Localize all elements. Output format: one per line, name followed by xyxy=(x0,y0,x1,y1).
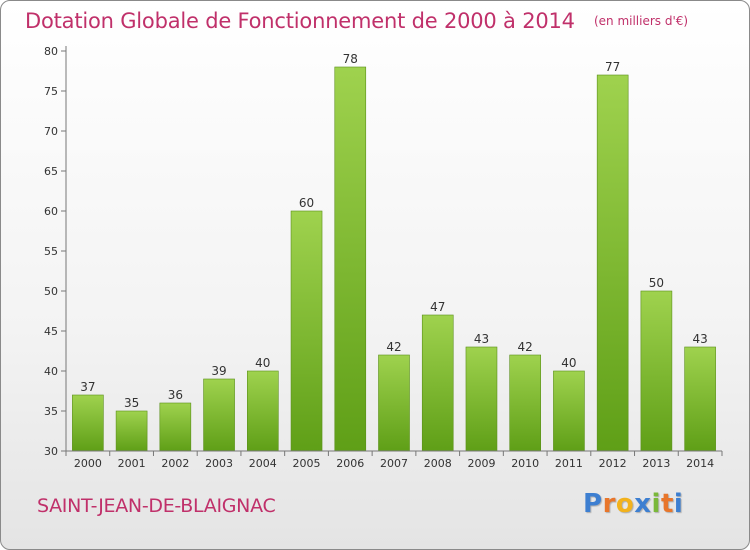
x-tick-label-2009: 2009 xyxy=(467,457,495,470)
data-label-2009: 43 xyxy=(474,332,489,346)
data-label-2014: 43 xyxy=(692,332,707,346)
data-label-2004: 40 xyxy=(255,356,270,370)
y-tick-label-80: 80 xyxy=(44,45,58,58)
x-tick-label-2002: 2002 xyxy=(161,457,189,470)
data-label-2000: 37 xyxy=(80,380,95,394)
title-row: Dotation Globale de Fonctionnement de 20… xyxy=(25,9,688,33)
x-tick-label-2007: 2007 xyxy=(380,457,408,470)
logo-letter: i xyxy=(651,489,661,519)
chart-title: Dotation Globale de Fonctionnement de 20… xyxy=(25,9,575,33)
logo-letter: r xyxy=(602,489,616,519)
bar-2014 xyxy=(684,346,716,452)
bar-2011 xyxy=(553,370,585,452)
bar-2010 xyxy=(509,354,542,452)
y-tick-label-40: 40 xyxy=(44,365,58,378)
data-label-2008: 47 xyxy=(430,300,445,314)
y-tick-label-75: 75 xyxy=(44,85,58,98)
data-label-2011: 40 xyxy=(561,356,576,370)
logo-letter: i xyxy=(673,489,684,519)
chart-subtitle: (en milliers d'€) xyxy=(593,14,689,28)
y-tick-label-65: 65 xyxy=(44,165,58,178)
bar-2002 xyxy=(159,402,192,452)
y-tick-label-70: 70 xyxy=(44,125,58,138)
logo-letter: x xyxy=(634,489,652,519)
proxiti-logo: Proxiti xyxy=(583,489,683,519)
data-label-2013: 50 xyxy=(649,276,664,290)
data-label-2001: 35 xyxy=(124,396,139,410)
bars-group: 37 35 36 39 40 60 78 42 47 43 42 40 77 50 43 xyxy=(72,52,716,452)
x-tick-label-2011: 2011 xyxy=(555,457,583,470)
bar-2013 xyxy=(640,290,673,452)
y-tick-label-30: 30 xyxy=(44,445,58,458)
x-tick-label-2010: 2010 xyxy=(511,457,539,470)
x-tick-label-2003: 2003 xyxy=(205,457,233,470)
bar-2005 xyxy=(290,210,323,452)
y-tick-label-35: 35 xyxy=(44,405,58,418)
x-tick-label-2012: 2012 xyxy=(599,457,627,470)
bar-2000 xyxy=(72,394,104,452)
x-tick-label-2014: 2014 xyxy=(686,457,714,470)
data-label-2006: 78 xyxy=(343,52,358,66)
data-label-2003: 39 xyxy=(211,364,226,378)
x-tick-label-2006: 2006 xyxy=(336,457,364,470)
data-label-2007: 42 xyxy=(386,340,401,354)
x-tick-label-2001: 2001 xyxy=(118,457,146,470)
y-tick-label-55: 55 xyxy=(44,245,58,258)
commune-name: SAINT-JEAN-DE-BLAIGNAC xyxy=(37,495,276,517)
bar-2001 xyxy=(115,410,148,452)
bar-2004 xyxy=(247,370,279,452)
x-tick-label-2000: 2000 xyxy=(74,457,102,470)
logo-letter: t xyxy=(660,489,674,519)
y-tick-label-50: 50 xyxy=(44,285,58,298)
y-tick-label-60: 60 xyxy=(44,205,58,218)
data-label-2010: 42 xyxy=(518,340,533,354)
x-tick-label-2013: 2013 xyxy=(642,457,670,470)
data-label-2012: 77 xyxy=(605,60,620,74)
bar-2003 xyxy=(203,378,235,452)
y-tick-label-45: 45 xyxy=(44,325,58,338)
x-tick-label-2004: 2004 xyxy=(249,457,277,470)
bar-2008 xyxy=(421,314,454,452)
x-tick-label-2005: 2005 xyxy=(293,457,321,470)
bar-2006 xyxy=(334,66,367,452)
data-label-2002: 36 xyxy=(168,388,183,402)
x-tick-label-2008: 2008 xyxy=(424,457,452,470)
bar-2009 xyxy=(465,346,498,452)
logo-letter: o xyxy=(615,489,635,519)
bar-2012 xyxy=(596,74,629,452)
bar-2007 xyxy=(378,354,410,452)
data-label-2005: 60 xyxy=(299,196,314,210)
logo-letter: P xyxy=(583,489,603,519)
axes-group: 30 35 40 45 50 55 60 65 70 75 80 2000 2001 2002 2003 20… xyxy=(44,45,723,470)
